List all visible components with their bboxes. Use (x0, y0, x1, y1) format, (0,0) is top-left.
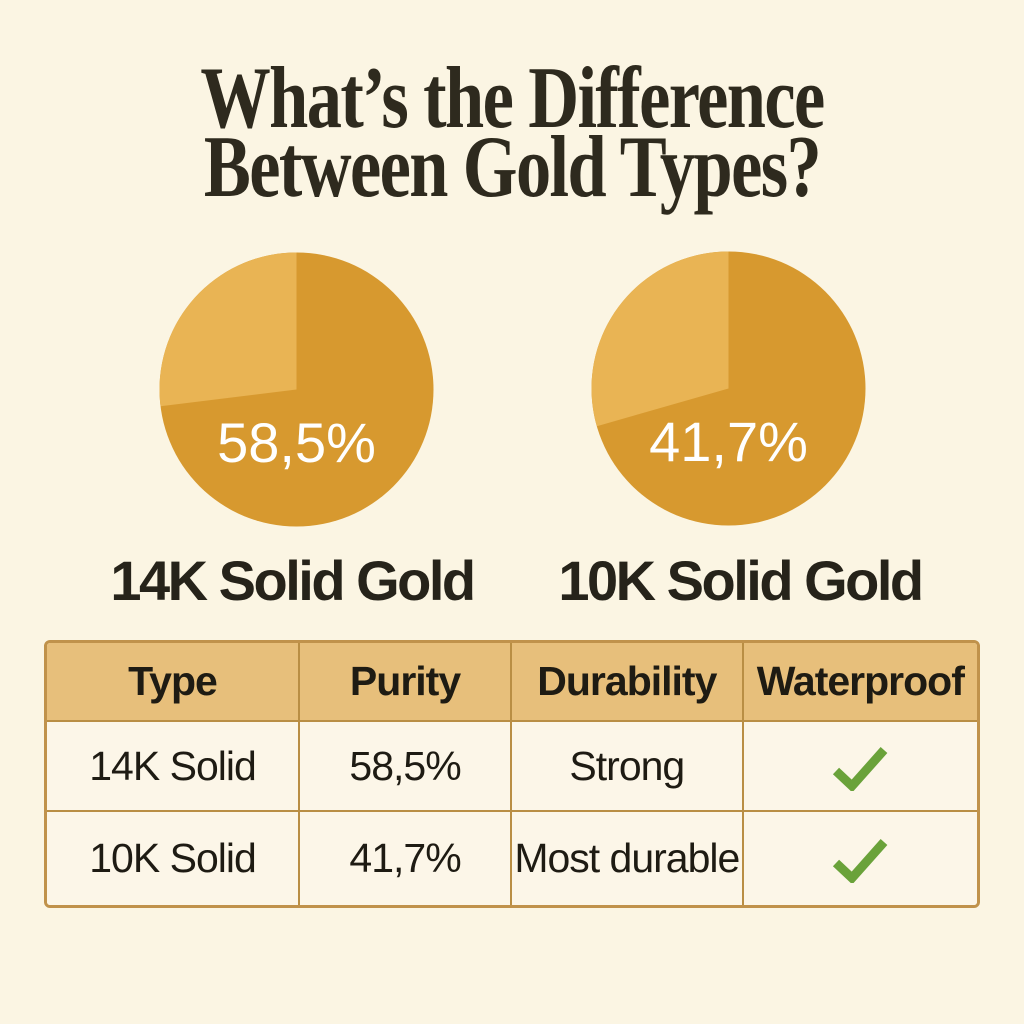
gold-types-table: Type Purity Durability Waterproof 14K So… (47, 643, 977, 905)
pie-chart-14k-svg (159, 252, 434, 527)
column-header-durability: Durability (511, 643, 744, 722)
checkmark-icon (833, 839, 888, 884)
column-header-waterproof: Waterproof (742, 643, 977, 722)
pie-slice-light (159, 252, 297, 407)
pie-value-label: 41,7% (649, 410, 808, 473)
cell-durability-10k: Most durable (511, 811, 744, 905)
column-header-purity: Purity (299, 643, 513, 722)
table-header-row: Type Purity Durability Waterproof (47, 643, 977, 722)
cell-waterproof-14k (742, 721, 977, 812)
checkmark-icon (833, 746, 888, 791)
cell-purity-14k: 58,5% (299, 721, 513, 812)
table-row-14k: 14K Solid 58,5% Strong (47, 721, 977, 812)
page-title: What’s the Difference Between Gold Types? (102, 55, 921, 212)
cell-waterproof-10k (742, 811, 977, 905)
pie-chart-10k-svg (591, 251, 866, 526)
table-row-10k: 10K Solid 41,7% Most durable (47, 811, 977, 905)
pie-value-label: 58,5% (217, 411, 376, 474)
cell-purity-10k: 41,7% (299, 811, 513, 905)
pie-chart-10k: 41,7% (591, 251, 866, 526)
pie-caption-14k: 14K Solid Gold (110, 549, 476, 612)
cell-durability-14k: Strong (511, 721, 744, 812)
cell-type-14k: 14K Solid (47, 721, 301, 812)
column-header-type: Type (47, 643, 301, 722)
cell-type-10k: 10K Solid (47, 811, 301, 905)
pie-caption-10k: 10K Solid Gold (558, 549, 924, 612)
title-line-1: What’s the Difference (200, 50, 825, 147)
pie-slice-light (591, 251, 729, 427)
comparison-table: Type Purity Durability Waterproof 14K So… (44, 640, 980, 908)
title-line-2: Between Gold Types? (203, 119, 822, 216)
pie-chart-14k: 58,5% (159, 252, 434, 527)
